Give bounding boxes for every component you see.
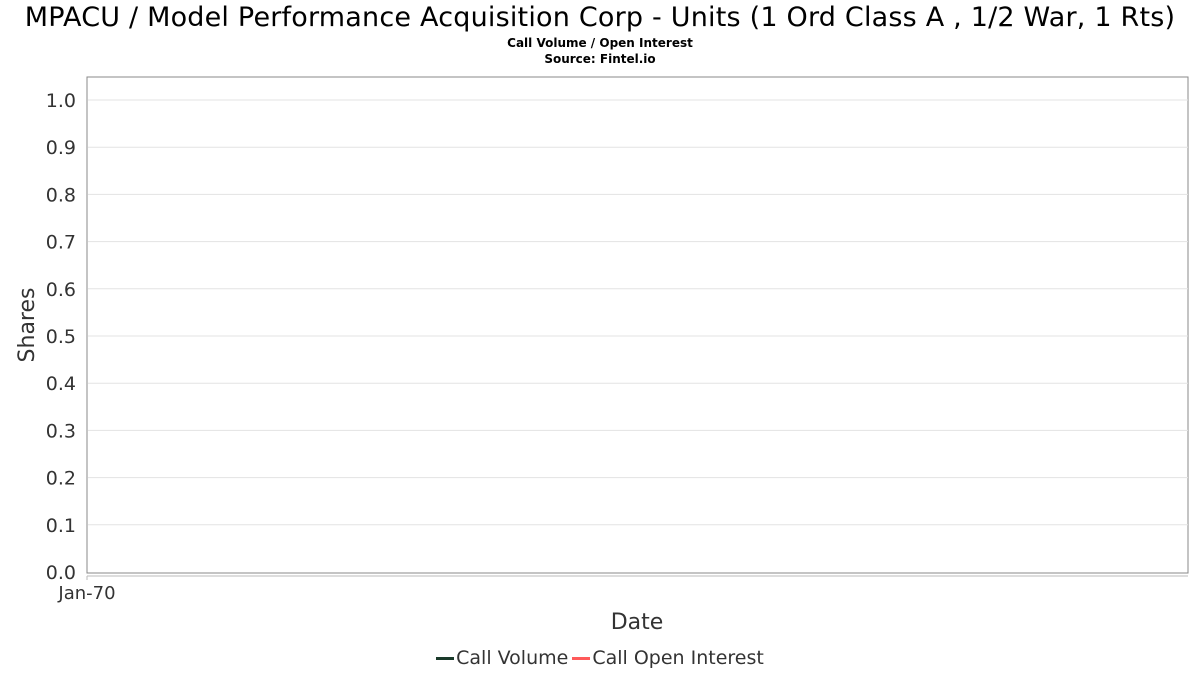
plot-frame — [86, 76, 1189, 574]
y-tick-label: 0.3 — [46, 420, 76, 442]
x-axis-ticks: Jan-70 — [57, 576, 116, 604]
y-tick-label: 1.0 — [46, 90, 76, 112]
x-tick-label: Jan-70 — [57, 583, 115, 604]
legend-label-call-volume: Call Volume — [456, 647, 569, 669]
y-tick-label: 0.6 — [46, 279, 76, 301]
legend-item-call-open-interest[interactable]: Call Open Interest — [572, 647, 764, 669]
chart-subtitle: Call Volume / Open Interest — [507, 36, 693, 50]
y-tick-label: 0.0 — [46, 562, 76, 584]
chart-title: MPACU / Model Performance Acquisition Co… — [24, 2, 1176, 33]
y-tick-label: 0.8 — [46, 184, 76, 206]
y-tick-label: 0.4 — [46, 373, 76, 395]
y-tick-label: 0.7 — [46, 232, 76, 254]
legend-label-call-open-interest: Call Open Interest — [592, 647, 764, 669]
x-axis-label: Date — [611, 610, 664, 635]
y-axis-ticks: 0.0 0.1 0.2 0.3 0.4 0.5 0.6 0.7 0.8 0.9 1.0 — [46, 90, 76, 584]
y-tick-label: 0.2 — [46, 468, 76, 490]
y-tick-label: 0.9 — [46, 137, 76, 159]
chart-legend: Call Volume Call Open Interest — [0, 647, 1200, 669]
y-tick-label: 0.1 — [46, 515, 76, 537]
grid-lines — [88, 99, 1188, 526]
legend-swatch-call-open-interest — [572, 656, 591, 660]
y-axis-label: Shares — [15, 288, 40, 363]
legend-item-call-volume[interactable]: Call Volume — [436, 647, 568, 669]
y-tick-label: 0.5 — [46, 326, 76, 348]
chart-source: Source: Fintel.io — [544, 52, 656, 66]
legend-swatch-call-volume — [436, 656, 455, 660]
